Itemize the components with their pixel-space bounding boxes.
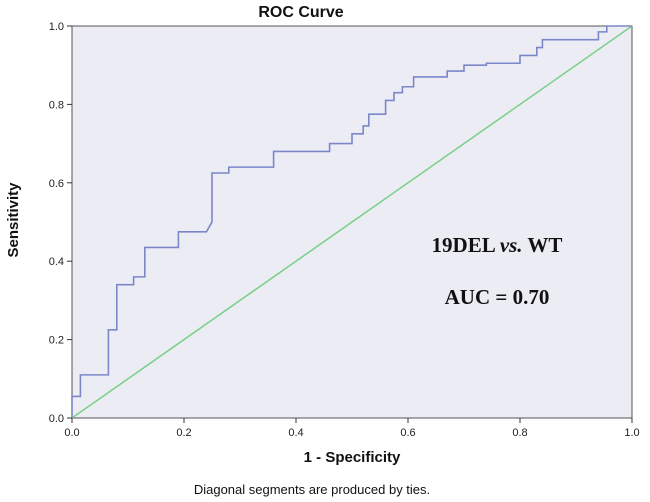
x-tick-label: 0.8 (512, 427, 527, 439)
annotation-group-b: WT (523, 233, 563, 257)
ticks-layer: 0.0 0.2 0.4 0.6 0.8 1.0 0.0 0.2 0.4 0.6 0.8 1.0 (49, 21, 640, 439)
y-tick-label: 0.4 (49, 256, 64, 268)
x-axis-label: 1 - Specificity (304, 449, 401, 466)
y-tick-label: 0.2 (49, 335, 64, 347)
x-tick-label: 0.0 (64, 427, 79, 439)
footnote: Diagonal segments are produced by ties. (194, 482, 430, 497)
y-tick-label: 0.6 (49, 178, 64, 190)
y-tick-label: 0.0 (49, 413, 64, 425)
x-tick-label: 0.4 (288, 427, 303, 439)
chart-title: ROC Curve (258, 4, 343, 21)
annotation-line-1: 19DEL vs. WT (432, 233, 563, 257)
y-tick-label: 0.8 (49, 99, 64, 111)
annotation-vs: vs. (500, 233, 523, 257)
annotation-group-a: 19DEL (432, 233, 500, 257)
series-layer (71, 25, 633, 419)
x-tick-label: 0.6 (400, 427, 415, 439)
y-tick-label: 1.0 (49, 21, 64, 33)
x-tick-label: 1.0 (624, 427, 639, 439)
reference-diagonal-line (71, 25, 633, 419)
roc-curve-line (71, 25, 632, 418)
annotation-auc: AUC = 0.70 (445, 285, 550, 309)
y-axis-label: Sensitivity (5, 182, 22, 258)
x-tick-label: 0.2 (176, 427, 191, 439)
